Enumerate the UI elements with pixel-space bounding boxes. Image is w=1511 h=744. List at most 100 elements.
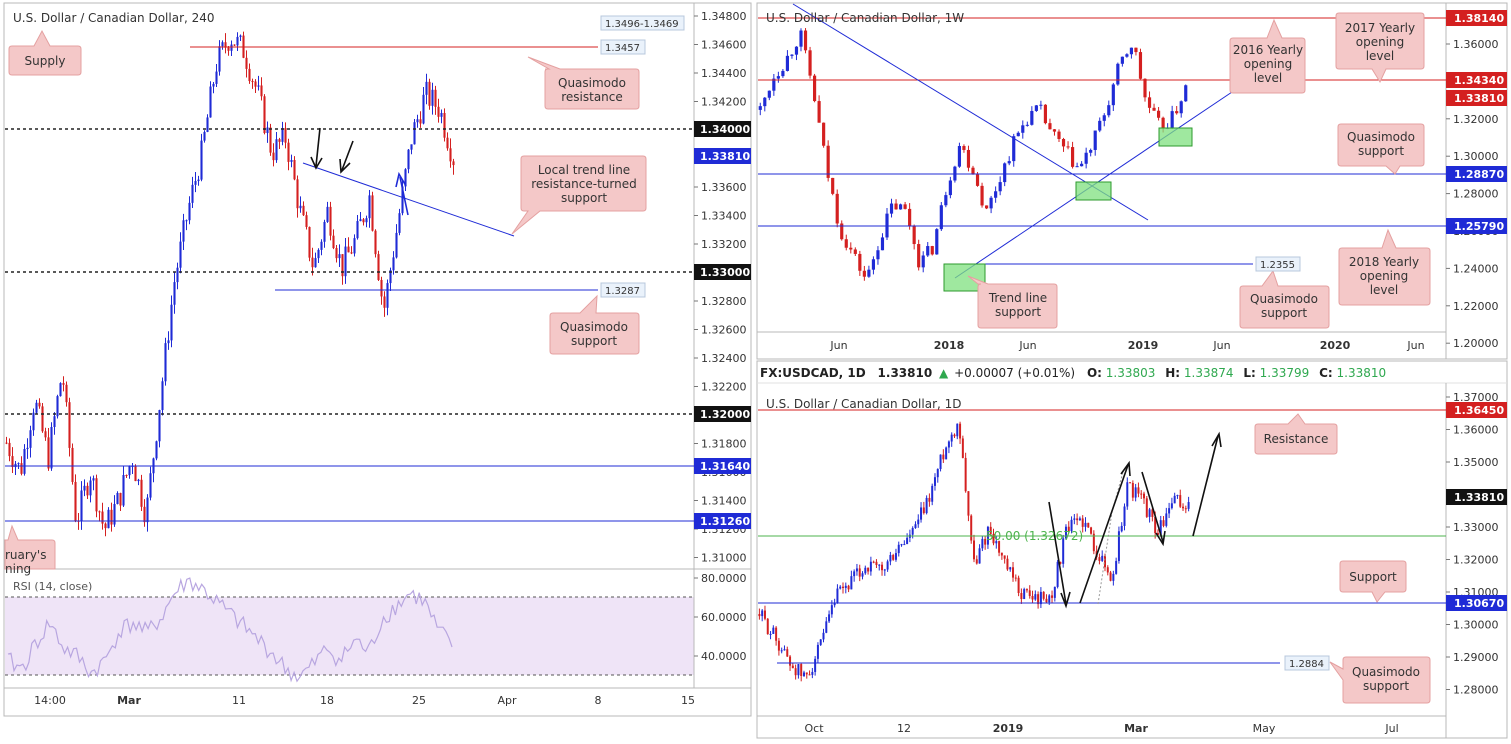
h4-candle <box>134 465 137 482</box>
daily-candle <box>847 585 850 590</box>
daily-time-label: Oct <box>804 722 824 735</box>
daily-chart-title: U.S. Dollar / Canadian Dollar, 1D <box>766 397 962 411</box>
tag-13434: 1.34340 <box>1454 74 1504 87</box>
daily-candle <box>802 672 805 677</box>
daily-candle <box>869 561 872 572</box>
daily-candle <box>1064 526 1067 539</box>
daily-arrow-up-1-head <box>1120 460 1131 477</box>
weekly-candle <box>808 50 812 76</box>
rsi-tick-label: 40.0000 <box>701 650 747 663</box>
weekly-candle <box>1057 131 1061 139</box>
rsi-axis: 80.0000 60.0000 40.0000 <box>694 572 747 663</box>
h4-candle <box>20 463 23 474</box>
callout-trend-line2: resistance-turned <box>531 177 637 191</box>
weekly-candle <box>1125 54 1129 57</box>
daily-candle <box>920 507 923 520</box>
daily-candle <box>1081 518 1084 527</box>
rsi-band <box>5 597 694 675</box>
h4-candle <box>254 81 257 87</box>
weekly-candle <box>862 270 866 277</box>
callout-resistance-text: Resistance <box>1264 432 1329 446</box>
h4-candle <box>32 412 35 431</box>
callout-trendline-support: Local trend line resistance-turned suppo… <box>511 155 647 235</box>
weekly-time-label: 2018 <box>934 339 965 352</box>
weekly-candle <box>812 75 817 102</box>
weekly-candle <box>849 247 853 250</box>
h4-candle <box>251 81 254 83</box>
daily-candle <box>1039 591 1042 605</box>
daily-high: 1.33874 <box>1184 366 1234 380</box>
weekly-candle <box>1043 104 1048 124</box>
h4-candle <box>47 437 50 469</box>
h4-candle <box>83 485 86 491</box>
arrow-left-1-head <box>310 156 323 170</box>
daily-candle <box>1151 509 1154 517</box>
left-chart-panel <box>3 2 752 717</box>
daily-candle <box>1034 594 1037 600</box>
tag-13400: 1.34000 <box>700 123 750 136</box>
weekly-candle <box>776 76 780 79</box>
weekly-candle <box>1075 166 1079 168</box>
daily-candle <box>914 524 917 529</box>
h4-candle <box>347 246 350 253</box>
daily-candle <box>1000 552 1003 556</box>
daily-candle <box>989 526 992 534</box>
h4-candle <box>170 304 173 341</box>
callout-daily-support: Support <box>1339 560 1407 603</box>
h4-candle <box>239 35 242 37</box>
h4-candle <box>404 169 407 187</box>
h4-candle <box>272 152 275 161</box>
daily-candle <box>995 541 998 544</box>
daily-candle <box>1098 557 1101 561</box>
h4-candle <box>380 279 383 297</box>
h4-candle <box>137 479 140 482</box>
left-price-tick-label: 1.31800 <box>701 438 747 451</box>
h4-candle <box>332 235 335 249</box>
h4-candle <box>326 206 329 222</box>
daily-candle <box>881 564 884 571</box>
h4-candle <box>248 68 251 82</box>
daily-time-axis: Oct 12 2019 Mar May Jul <box>804 722 1398 735</box>
h4-candle <box>140 479 143 507</box>
daily-candle <box>933 477 936 486</box>
daily-candle <box>886 561 889 570</box>
weekly-candle <box>794 46 799 55</box>
h4-candle <box>287 142 290 162</box>
callout-2017-yearly: 2017 Yearly opening level <box>1335 12 1425 84</box>
h4-candle <box>245 57 248 69</box>
callout-qsup-line1: Quasimodo <box>560 320 628 334</box>
daily-candle <box>1179 495 1182 507</box>
weekly-candle <box>1030 110 1034 125</box>
daily-arrow-up-2 <box>1192 435 1219 537</box>
weekly-candle <box>1039 104 1043 106</box>
left-time-label: 15 <box>681 694 695 707</box>
weekly-candle <box>1066 146 1070 148</box>
h4-candle <box>410 144 413 150</box>
weekly-time-label: Jun <box>1018 339 1036 352</box>
h4-candle <box>161 381 164 411</box>
weekly-candle <box>966 149 971 168</box>
h4-candle <box>299 205 302 209</box>
daily-candle <box>1092 533 1095 552</box>
h4-candle <box>5 442 8 444</box>
arrow-left-1 <box>315 127 321 167</box>
weekly-candle <box>1156 110 1161 118</box>
h4-candle <box>35 402 38 413</box>
daily-candle <box>1103 555 1106 568</box>
callout-quasimodo-resistance: Quasimodo resistance <box>527 56 640 110</box>
tag-current-left: 1.33810 <box>700 150 750 163</box>
daily-candle <box>978 548 981 564</box>
daily-candle <box>1117 531 1120 561</box>
callout-quasimodo-support: Quasimodo support <box>549 294 640 355</box>
daily-candle <box>855 568 858 572</box>
weekly-candle <box>1184 85 1188 102</box>
weekly-candle <box>1007 161 1011 164</box>
callout-qres-line2: resistance <box>561 90 623 104</box>
weekly-candle <box>790 54 794 56</box>
weekly-candle <box>799 30 803 47</box>
h4-candle <box>71 447 74 482</box>
daily-candle <box>945 447 948 460</box>
daily-candle <box>947 441 950 448</box>
callout-weekly-quasimodo-support: Quasimodo support <box>1337 123 1425 175</box>
h4-candle <box>383 296 386 308</box>
